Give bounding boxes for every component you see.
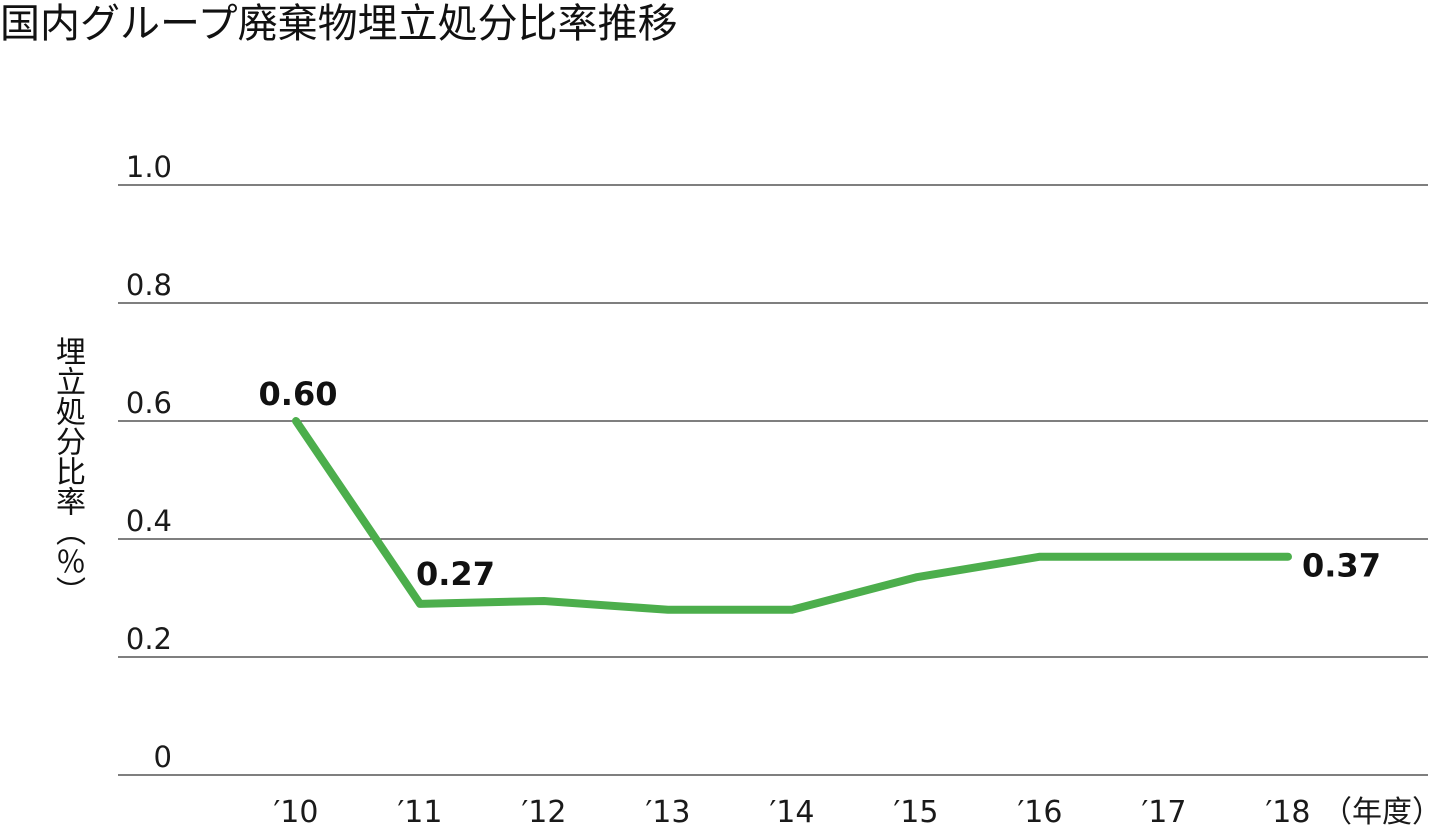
x-tick-label: ′15 bbox=[894, 795, 939, 830]
data-label: 0.60 bbox=[259, 375, 338, 413]
y-tick-label: 0.2 bbox=[126, 622, 172, 656]
chart-title: 国内グループ廃棄物埋立処分比率推移 bbox=[0, 1, 678, 47]
gridlines bbox=[118, 184, 1428, 776]
y-tick-label: 0.8 bbox=[126, 268, 172, 302]
y-axis-label: 埋立処分比率（％） bbox=[50, 336, 85, 606]
x-tick-label: ′12 bbox=[522, 795, 567, 830]
x-tick-label: ′18 bbox=[1266, 795, 1311, 830]
x-tick-label: ′10 bbox=[274, 795, 319, 830]
y-tick-label: 1.0 bbox=[126, 150, 172, 184]
x-tick-labels: ′10 ′11 ′12 ′13 ′14 ′15 ′16 ′17 ′18 bbox=[274, 795, 1311, 830]
x-axis-unit-label: （年度） bbox=[1322, 795, 1430, 830]
x-tick-label: ′13 bbox=[646, 795, 691, 830]
x-tick-label: ′16 bbox=[1018, 795, 1063, 830]
y-tick-label: 0.4 bbox=[126, 504, 172, 538]
y-tick-label: 0 bbox=[154, 740, 172, 774]
series-lines bbox=[292, 417, 1292, 614]
x-tick-label: ′17 bbox=[1142, 795, 1187, 830]
y-tick-label: 0.6 bbox=[126, 386, 172, 420]
x-tick-label: ′14 bbox=[770, 795, 815, 830]
data-label: 0.27 bbox=[416, 555, 495, 593]
x-tick-label: ′11 bbox=[398, 795, 443, 830]
data-labels: 0.60 0.27 0.37 bbox=[259, 375, 1381, 593]
y-tick-labels: 0 0.2 0.4 0.6 0.8 1.0 bbox=[126, 150, 172, 774]
series-line bbox=[292, 417, 1292, 614]
data-label: 0.37 bbox=[1302, 547, 1381, 585]
